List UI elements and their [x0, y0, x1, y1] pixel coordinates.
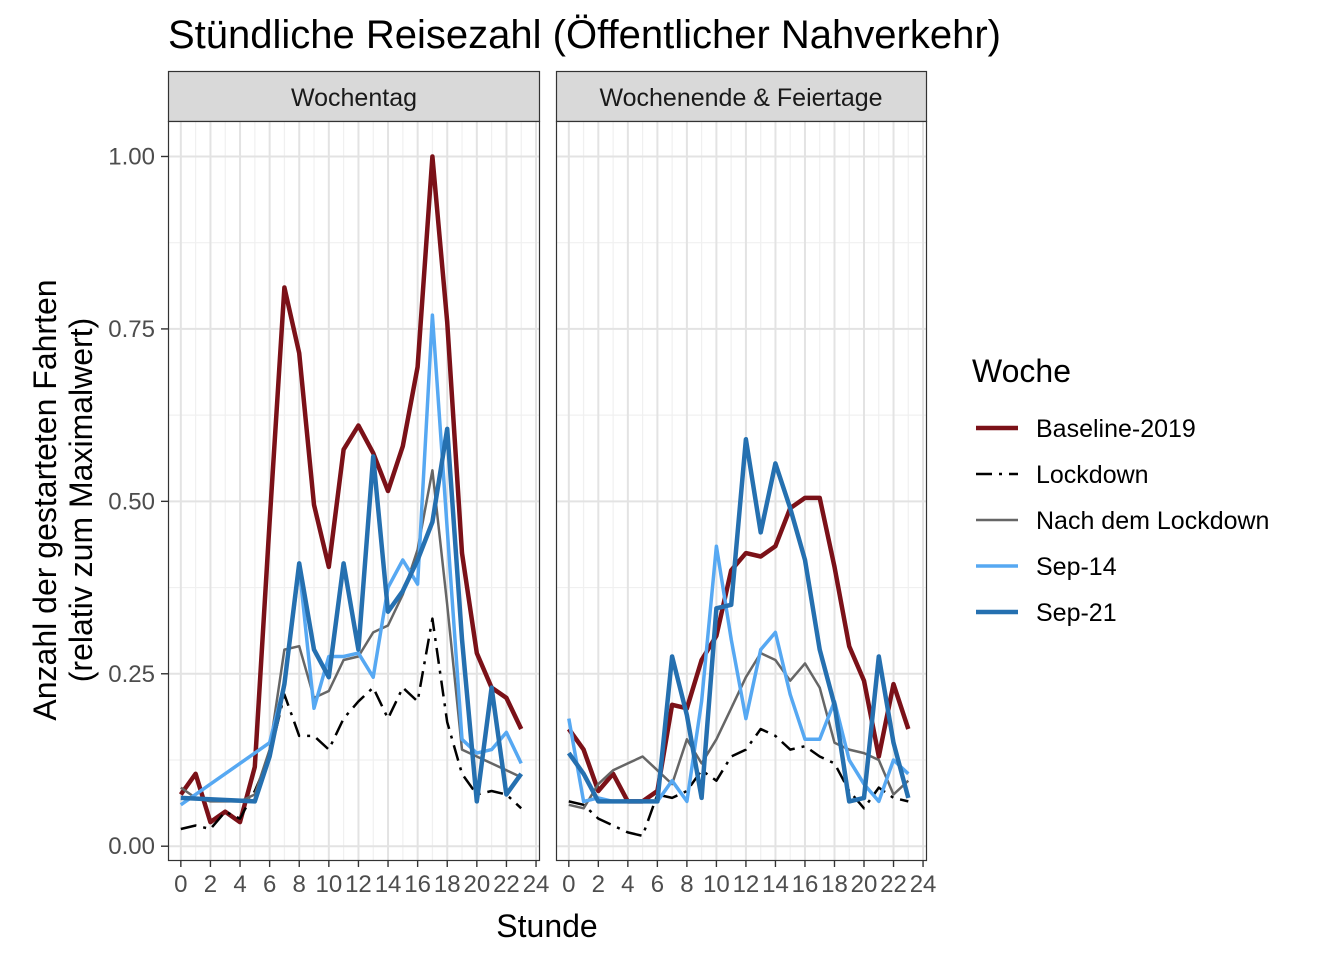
y-axis-title: Anzahl der gestarteten Fahrten (relativ … — [27, 279, 99, 720]
legend-label-sep-21: Sep-21 — [1036, 599, 1117, 627]
y-tick-label: 0.75 — [108, 316, 155, 343]
x-tick-label: 12 — [733, 871, 760, 898]
x-tick-label: 12 — [345, 871, 372, 898]
series-lines-wochenende — [566, 437, 911, 838]
x-tick-label: 0 — [562, 871, 575, 898]
grid-wochentag — [169, 122, 539, 860]
x-tick-label: 4 — [621, 871, 634, 898]
x-axis-title: Stunde — [496, 908, 597, 944]
series-line-baseline-2019 — [178, 154, 524, 825]
strip-wochenende — [555, 70, 928, 123]
x-axis-wochentag: 0 2 4 6 8 10 12 14 16 18 20 22 24 — [174, 860, 549, 898]
x-tick-label: 16 — [792, 871, 819, 898]
y-tick-label: 0.25 — [108, 661, 155, 688]
y-axis-title-line-2: (relativ zum Maximalwert) — [63, 318, 99, 682]
panel-wochenende: Wochenende & Feiertage 0 2 4 6 8 10 12 14 16 18 20… — [555, 70, 936, 898]
x-tick-label: 8 — [680, 871, 693, 898]
x-tick-label: 22 — [493, 871, 520, 898]
x-tick-label: 18 — [434, 871, 461, 898]
x-tick-label: 8 — [293, 871, 306, 898]
series-line-lockdown — [568, 727, 909, 838]
y-axis: 0.00 0.25 0.50 0.75 1.00 — [108, 143, 169, 860]
y-tick-label: 0.50 — [108, 488, 155, 515]
panel-border-wochentag — [167, 120, 541, 862]
series-line-lockdown — [180, 617, 523, 831]
series-line-baseline-2019 — [566, 495, 911, 804]
legend-label-lockdown: Lockdown — [1036, 461, 1149, 489]
x-tick-label: 16 — [404, 871, 431, 898]
x-tick-label: 10 — [703, 871, 730, 898]
x-axis-wochenende: 0 2 4 6 8 10 12 14 16 18 20 22 24 — [562, 860, 936, 898]
x-tick-label: 2 — [592, 871, 605, 898]
chart-title: Stündliche Reisezahl (Öffentlicher Nahve… — [168, 13, 1001, 57]
legend-title: Woche — [972, 353, 1071, 389]
y-tick-label: 1.00 — [108, 143, 155, 170]
series-line-sep-21 — [180, 426, 524, 804]
x-tick-label: 24 — [523, 871, 550, 898]
strip-label-wochentag: Wochentag — [291, 84, 417, 112]
x-tick-label: 6 — [263, 871, 276, 898]
x-tick-label: 2 — [204, 871, 217, 898]
x-tick-label: 4 — [233, 871, 246, 898]
series-line-sep-21 — [566, 437, 911, 804]
x-tick-label: 20 — [851, 871, 878, 898]
x-tick-label: 18 — [821, 871, 848, 898]
series-lines-wochentag — [178, 154, 524, 831]
x-tick-label: 14 — [762, 871, 789, 898]
x-tick-label: 24 — [910, 871, 937, 898]
legend: Woche Baseline-2019 Lockdown Nach dem Lock… — [972, 353, 1269, 627]
series-line-nach-dem-lockdown — [568, 651, 910, 810]
panel-border-wochenende — [555, 120, 928, 862]
legend-label-nach-dem-lockdown: Nach dem Lockdown — [1036, 507, 1269, 535]
x-tick-label: 20 — [463, 871, 490, 898]
y-tick-label: 0.00 — [108, 833, 155, 860]
y-axis-title-line-1: Anzahl der gestarteten Fahrten — [27, 279, 63, 720]
x-tick-label: 22 — [880, 871, 907, 898]
x-tick-label: 0 — [174, 871, 187, 898]
legend-label-sep-14: Sep-14 — [1036, 553, 1117, 581]
x-tick-label: 10 — [315, 871, 342, 898]
panel-wochentag: Wochentag 0 2 4 6 8 10 12 14 16 18 20 22 24 — [167, 70, 549, 898]
x-tick-label: 14 — [375, 871, 402, 898]
legend-label-baseline-2019: Baseline-2019 — [1036, 415, 1196, 443]
strip-wochentag — [167, 70, 541, 123]
x-tick-label: 6 — [651, 871, 664, 898]
strip-label-wochenende: Wochenende & Feiertage — [599, 84, 882, 112]
